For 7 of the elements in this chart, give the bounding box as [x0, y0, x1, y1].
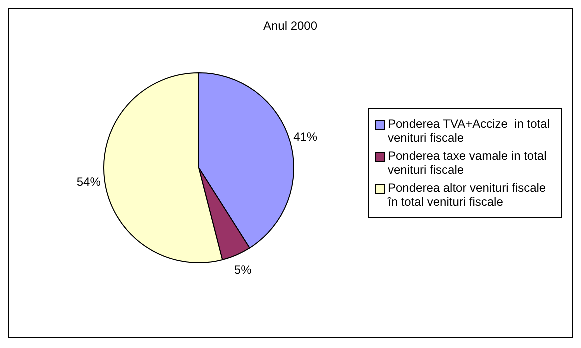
data-label: 54% [76, 174, 102, 189]
legend-label: Ponderea taxe vamale in total venituri fiscale [388, 149, 548, 177]
data-label: 5% [234, 262, 252, 277]
chart-title: Anul 2000 [262, 19, 319, 33]
data-label: 41% [294, 130, 318, 144]
legend-label: Ponderea altor venituri fiscale în total venituri fiscale [388, 181, 548, 209]
legend-label: Ponderea TVA+Accize in total venituri fiscale [388, 117, 551, 145]
